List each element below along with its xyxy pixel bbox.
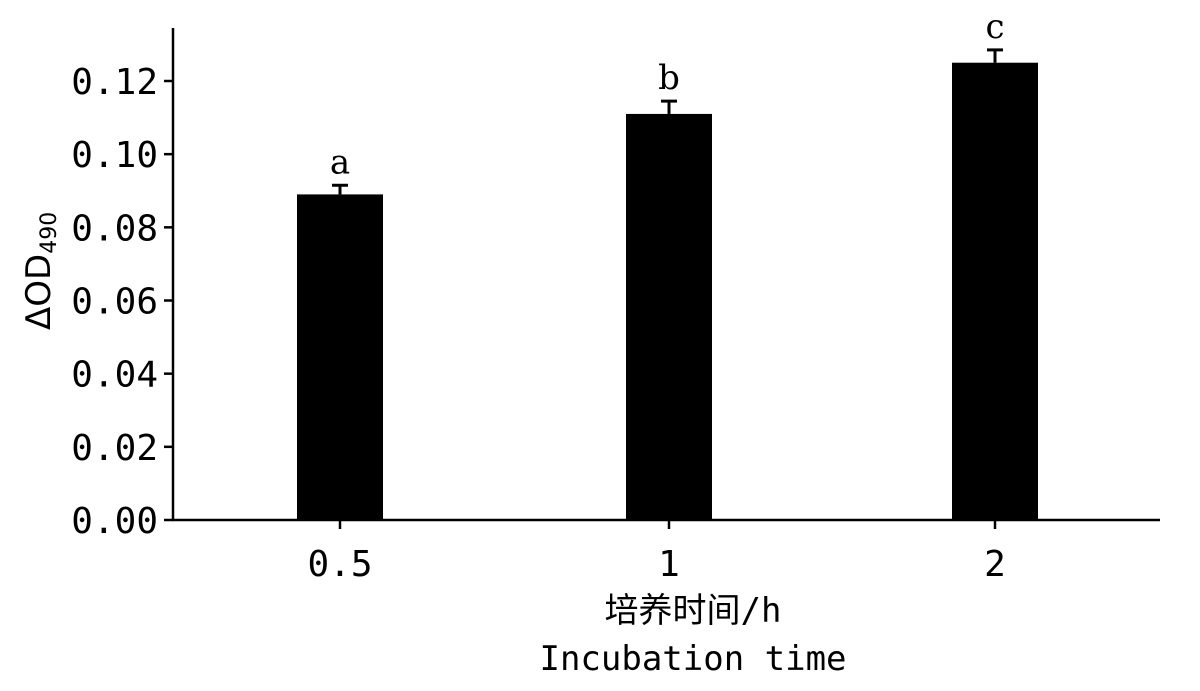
error-bar-2 — [987, 48, 1003, 63]
y-tick-label-0.08: 0.08 — [71, 208, 158, 249]
error-bar-1 — [661, 99, 677, 114]
y-axis-title-main: ΔOD — [19, 254, 59, 330]
y-tick-label-0.10: 0.10 — [71, 135, 158, 176]
significance-labels-layer: a b c — [330, 7, 1005, 182]
x-tick-label-0.5: 0.5 — [307, 544, 372, 585]
y-tick-label-0.02: 0.02 — [71, 428, 158, 469]
error-bar-0.5 — [332, 183, 348, 195]
bar-2 — [952, 62, 1038, 520]
error-bars-layer — [332, 48, 1003, 195]
x-tick-label-2: 2 — [984, 544, 1006, 585]
bars-layer — [297, 62, 1038, 521]
x-tick-label-1: 1 — [658, 544, 680, 585]
significance-label-a: a — [330, 142, 350, 182]
x-ticks-layer: 0.5 1 2 — [307, 520, 1006, 585]
y-axis-title: ΔOD490 — [19, 212, 62, 330]
y-tick-label-0.06: 0.06 — [71, 282, 158, 323]
y-tick-label-0.00: 0.00 — [71, 501, 158, 542]
y-tick-label-0.04: 0.04 — [71, 355, 158, 396]
bar-1 — [626, 113, 712, 521]
significance-label-c: c — [985, 7, 1004, 47]
significance-label-b: b — [658, 58, 680, 98]
y-tick-label-0.12: 0.12 — [71, 62, 158, 103]
y-ticks-layer: 0.00 0.02 0.04 0.06 0.08 0.10 0.12 — [71, 62, 173, 542]
y-axis-title-subscript: 490 — [37, 212, 62, 254]
x-axis-title: 培养时间/h — [605, 591, 782, 631]
bar-0.5 — [297, 194, 383, 521]
x-axis-title-en: Incubation time — [539, 639, 846, 679]
